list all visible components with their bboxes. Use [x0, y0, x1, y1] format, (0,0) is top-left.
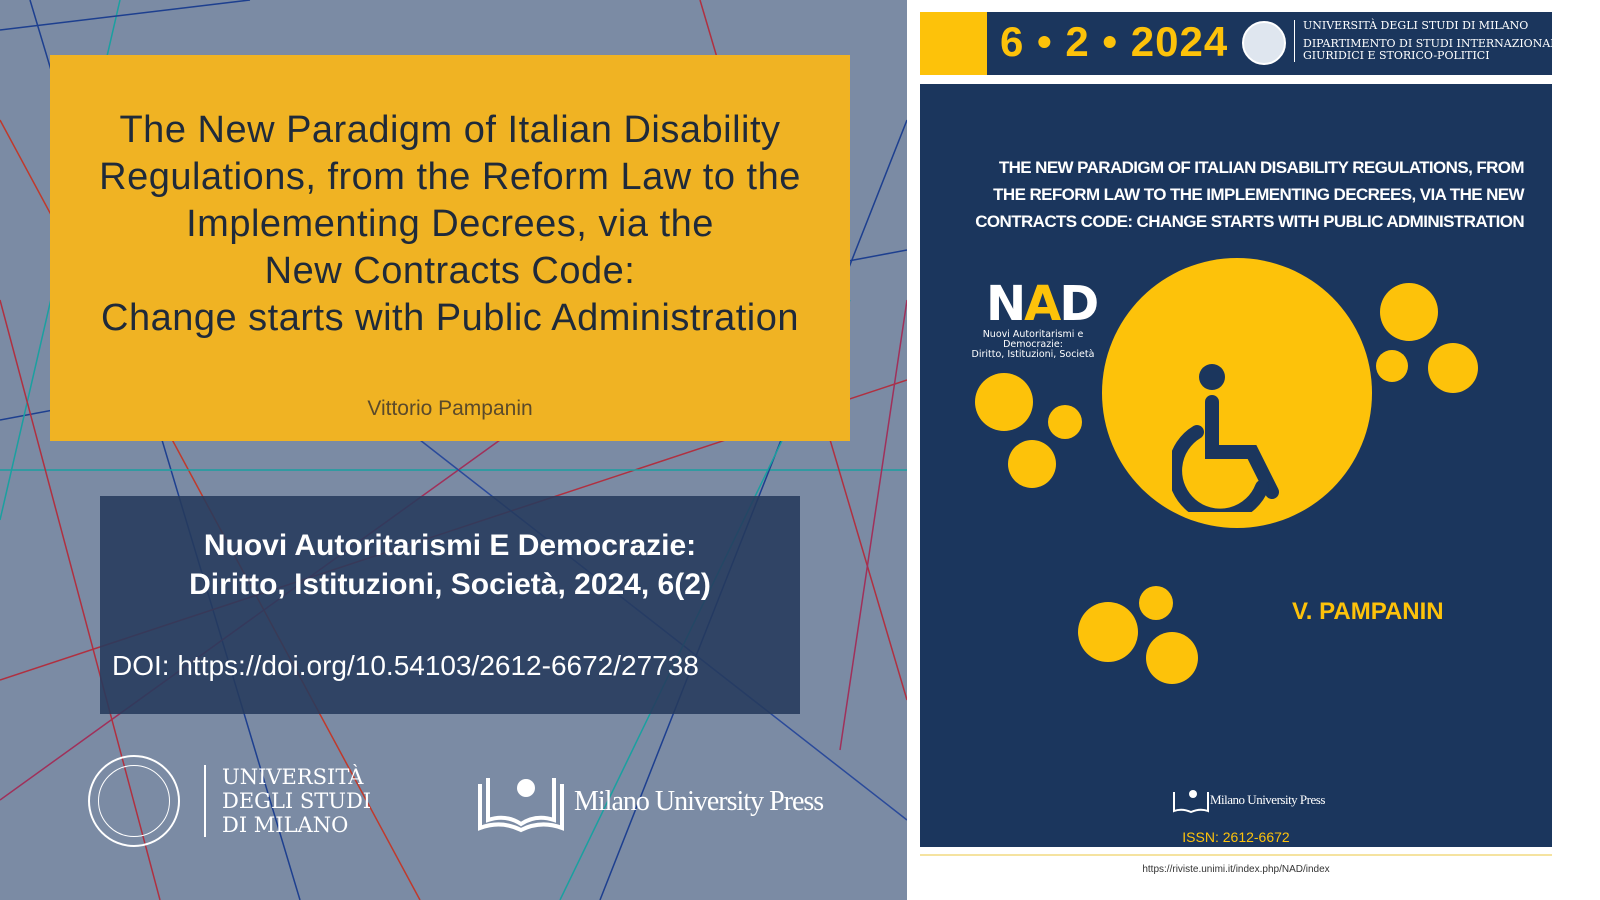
paper-title: The New Paradigm of Italian Disability R… — [50, 107, 850, 342]
decorative-circle — [1048, 405, 1082, 439]
journal-url[interactable]: https://riviste.unimi.it/index.php/NAD/i… — [1142, 864, 1330, 875]
cover-title-line: THE REFORM LAW TO THE IMPLEMENTING DECRE… — [993, 185, 1524, 204]
issn: ISSN: 2612-6672 — [1182, 829, 1290, 845]
decorative-circle — [1376, 350, 1408, 382]
university-name-line: DI MILANO — [222, 813, 349, 837]
university-seal-icon — [88, 755, 180, 847]
slide-panel: The New Paradigm of Italian Disability R… — [0, 0, 907, 900]
cover-press-name: Milano University Press — [1210, 792, 1325, 807]
cover-title: THE NEW PARADIGM OF ITALIAN DISABILITY R… — [950, 154, 1524, 235]
author: Vittorio Pampanin — [367, 397, 533, 420]
decorative-circle — [1146, 632, 1198, 684]
issue-number: 6 • 2 • 2024 — [1000, 18, 1229, 65]
university-name-line: UNIVERSITÀ — [222, 765, 364, 789]
university-name-line: DEGLI STUDI — [222, 789, 372, 813]
cover-header: 6 • 2 • 2024 UNIVERSITÀ DEGLI STUDI DI M… — [920, 12, 1565, 75]
university-logo: UNIVERSITÀ DEGLI STUDI DI MILANO — [88, 755, 371, 847]
journal-box: Nuovi Autoritarismi E Democrazie: Diritt… — [100, 496, 800, 714]
open-book-icon — [478, 778, 564, 833]
nad-logo: NAD — [986, 276, 1099, 332]
decorative-circle — [1428, 343, 1478, 393]
department-line: GIURIDICI E STORICO-POLITICI — [1303, 49, 1490, 62]
nad-logo-subtitle: Nuovi Autoritarismi e Democrazie: Diritt… — [958, 330, 1108, 360]
cover-title-line: CONTRACTS CODE: CHANGE STARTS WITH PUBLI… — [975, 212, 1524, 231]
university-seal-icon — [1242, 21, 1286, 65]
decorative-circle — [1008, 440, 1056, 488]
journal-citation: Nuovi Autoritarismi E Democrazie: Diritt… — [100, 526, 800, 604]
cover-title-line: THE NEW PARADIGM OF ITALIAN DISABILITY R… — [998, 158, 1525, 177]
title-line: New Contracts Code: — [264, 250, 636, 292]
department-line: DIPARTIMENTO DI STUDI INTERNAZIONALI, — [1303, 37, 1566, 50]
nad-sub-line: Diritto, Istituzioni, Società — [971, 349, 1095, 360]
press-logo: Milano University Press — [476, 770, 824, 834]
decorative-circle — [1078, 602, 1138, 662]
nad-sub-line: Nuovi Autoritarismi e Democrazie: — [982, 329, 1084, 350]
journal-cover: THE NEW PARADIGM OF ITALIAN DISABILITY R… — [920, 84, 1552, 847]
open-book-icon — [1173, 790, 1209, 814]
decorative-circle — [1139, 586, 1173, 620]
doi-link[interactable]: DOI: https://doi.org/10.54103/2612-6672/… — [112, 650, 699, 681]
university-name: UNIVERSITÀ DEGLI STUDI DI MILANO — [1303, 19, 1529, 32]
yellow-block — [920, 12, 987, 75]
big-circle — [1102, 258, 1372, 528]
press-name: Milano University Press — [574, 786, 824, 817]
journal-line: Diritto, Istituzioni, Società, 2024, 6(2… — [189, 568, 711, 601]
title-line: Implementing Decrees, via the — [186, 203, 714, 245]
cover-press-logo: Milano University Press — [1172, 786, 1325, 814]
title-box: The New Paradigm of Italian Disability R… — [50, 55, 850, 441]
decorative-circle — [975, 373, 1033, 431]
journal-line: Nuovi Autoritarismi E Democrazie: — [203, 529, 697, 562]
decorative-circle — [1380, 283, 1438, 341]
title-line: Change starts with Public Administration — [101, 297, 799, 339]
title-line: Regulations, from the Reform Law to the — [99, 156, 801, 198]
divider — [920, 854, 1552, 856]
cover-author: V. PAMPANIN — [1292, 598, 1444, 625]
wheelchair-icon — [1172, 364, 1279, 512]
title-line: The New Paradigm of Italian Disability — [119, 109, 781, 151]
